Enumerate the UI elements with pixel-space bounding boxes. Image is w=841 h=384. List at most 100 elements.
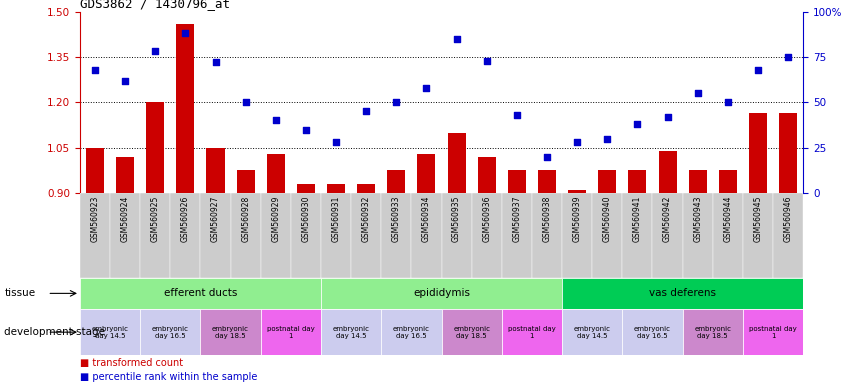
Text: postnatal day
1: postnatal day 1 bbox=[267, 326, 315, 339]
Bar bbox=[116, 157, 134, 193]
Text: GSM560938: GSM560938 bbox=[542, 196, 552, 242]
Bar bbox=[508, 170, 526, 193]
Bar bbox=[291, 193, 321, 278]
Bar bbox=[689, 170, 706, 193]
Text: ■ transformed count: ■ transformed count bbox=[80, 358, 183, 368]
Point bbox=[450, 36, 463, 42]
Point bbox=[540, 154, 553, 160]
Point bbox=[119, 78, 132, 84]
Text: GSM560937: GSM560937 bbox=[512, 196, 521, 242]
Bar bbox=[417, 154, 436, 193]
Text: epididymis: epididymis bbox=[413, 288, 470, 298]
Bar bbox=[743, 309, 803, 355]
Text: GDS3862 / 1430796_at: GDS3862 / 1430796_at bbox=[80, 0, 230, 10]
Text: embryonic
day 16.5: embryonic day 16.5 bbox=[634, 326, 671, 339]
Text: vas deferens: vas deferens bbox=[649, 288, 717, 298]
Bar bbox=[653, 193, 683, 278]
Text: GSM560929: GSM560929 bbox=[272, 196, 280, 242]
Point bbox=[751, 66, 764, 73]
Point bbox=[299, 126, 313, 132]
Text: GSM560932: GSM560932 bbox=[362, 196, 371, 242]
Text: GSM560930: GSM560930 bbox=[301, 196, 310, 242]
Bar bbox=[472, 193, 502, 278]
Bar bbox=[538, 170, 556, 193]
Bar bbox=[321, 193, 351, 278]
Text: embryonic
day 16.5: embryonic day 16.5 bbox=[152, 326, 188, 339]
Bar bbox=[110, 193, 140, 278]
Bar bbox=[683, 309, 743, 355]
Text: embryonic
day 18.5: embryonic day 18.5 bbox=[212, 326, 249, 339]
Bar bbox=[321, 278, 562, 309]
Bar bbox=[352, 193, 381, 278]
Text: GSM560928: GSM560928 bbox=[241, 196, 250, 242]
Bar bbox=[321, 309, 381, 355]
Bar bbox=[177, 24, 194, 193]
Bar bbox=[622, 309, 683, 355]
Text: GSM560939: GSM560939 bbox=[573, 196, 582, 242]
Text: GSM560933: GSM560933 bbox=[392, 196, 401, 242]
Bar bbox=[327, 184, 345, 193]
Bar bbox=[297, 184, 315, 193]
Bar bbox=[532, 193, 562, 278]
Text: embryonic
day 18.5: embryonic day 18.5 bbox=[453, 326, 490, 339]
Point bbox=[389, 99, 403, 106]
Text: postnatal day
1: postnatal day 1 bbox=[749, 326, 797, 339]
Point bbox=[149, 48, 162, 55]
Point bbox=[209, 59, 222, 65]
Text: GSM560944: GSM560944 bbox=[723, 196, 733, 242]
Bar bbox=[568, 190, 586, 193]
Bar bbox=[86, 148, 104, 193]
Bar bbox=[140, 193, 170, 278]
Point bbox=[480, 58, 494, 64]
Bar bbox=[80, 278, 321, 309]
Bar bbox=[200, 309, 261, 355]
Text: efferent ducts: efferent ducts bbox=[164, 288, 237, 298]
Bar bbox=[170, 193, 200, 278]
Bar bbox=[562, 309, 622, 355]
Bar bbox=[502, 309, 562, 355]
Bar bbox=[478, 157, 495, 193]
Bar bbox=[261, 309, 321, 355]
Point bbox=[510, 112, 524, 118]
Bar bbox=[659, 151, 676, 193]
Point bbox=[781, 54, 795, 60]
Text: GSM560924: GSM560924 bbox=[120, 196, 130, 242]
Bar bbox=[146, 102, 164, 193]
Bar bbox=[381, 309, 442, 355]
Point bbox=[631, 121, 644, 127]
Text: GSM560945: GSM560945 bbox=[754, 196, 763, 242]
Text: GSM560943: GSM560943 bbox=[693, 196, 702, 242]
Text: GSM560935: GSM560935 bbox=[452, 196, 461, 242]
Bar bbox=[140, 309, 200, 355]
Bar bbox=[748, 113, 767, 193]
Bar bbox=[592, 193, 622, 278]
Bar bbox=[200, 193, 230, 278]
Bar bbox=[411, 193, 442, 278]
Bar bbox=[719, 170, 737, 193]
Bar bbox=[447, 132, 466, 193]
Text: GSM560946: GSM560946 bbox=[784, 196, 792, 242]
Point bbox=[570, 139, 584, 146]
Point bbox=[239, 99, 252, 106]
Bar bbox=[712, 193, 743, 278]
Bar bbox=[230, 193, 261, 278]
Bar bbox=[267, 154, 285, 193]
Text: embryonic
day 16.5: embryonic day 16.5 bbox=[393, 326, 430, 339]
Text: embryonic
day 18.5: embryonic day 18.5 bbox=[695, 326, 731, 339]
Text: GSM560942: GSM560942 bbox=[663, 196, 672, 242]
Text: ■ percentile rank within the sample: ■ percentile rank within the sample bbox=[80, 372, 257, 382]
Bar bbox=[743, 193, 773, 278]
Point bbox=[88, 66, 102, 73]
Bar bbox=[773, 193, 803, 278]
Point bbox=[178, 30, 192, 36]
Bar bbox=[206, 148, 225, 193]
Bar bbox=[80, 309, 140, 355]
Point bbox=[600, 136, 614, 142]
Bar bbox=[683, 193, 712, 278]
Bar bbox=[502, 193, 532, 278]
Point bbox=[359, 108, 373, 114]
Text: GSM560940: GSM560940 bbox=[603, 196, 611, 242]
Bar bbox=[628, 170, 647, 193]
Bar bbox=[562, 278, 803, 309]
Point bbox=[691, 90, 705, 96]
